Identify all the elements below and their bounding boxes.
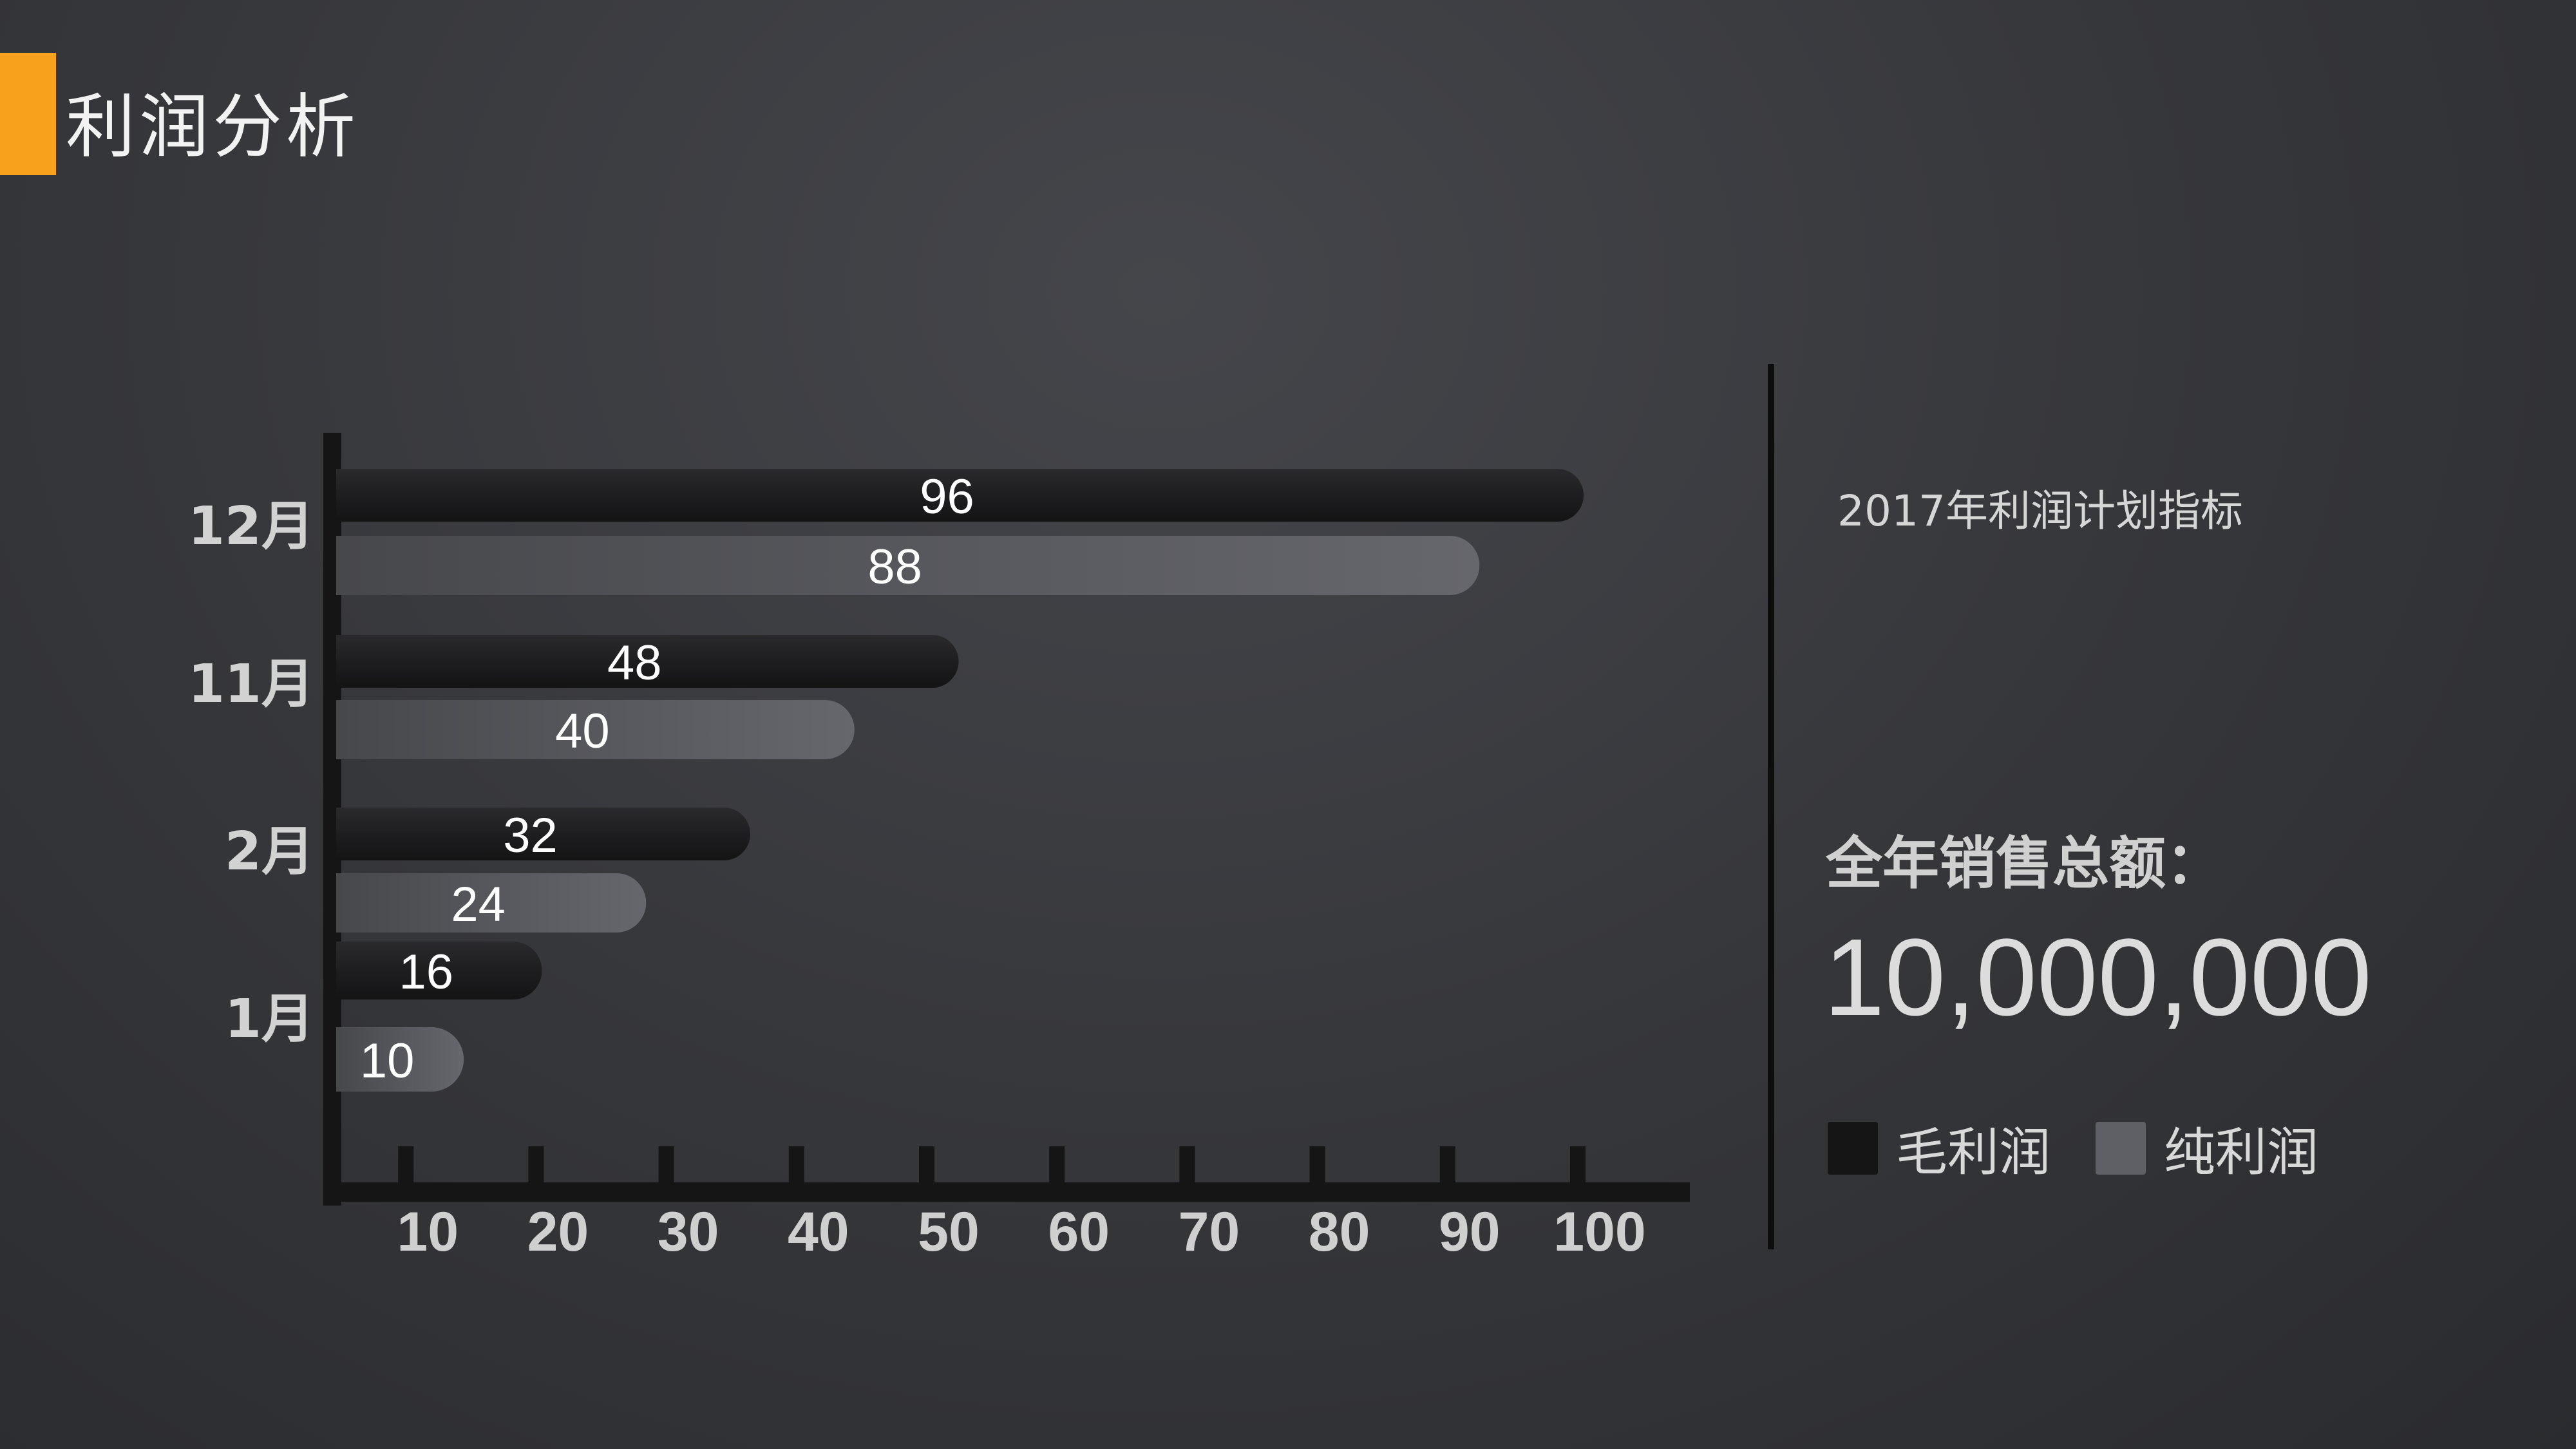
bar-gross-profit (336, 635, 959, 688)
panel-divider (1768, 364, 1774, 1249)
y-category-label: 1月 (225, 989, 314, 1050)
bar-gross-profit (336, 942, 542, 999)
bar-gross-profit (336, 808, 751, 860)
legend-item-gross: 毛利润 (1828, 1111, 2050, 1186)
legend-swatch-gross (1828, 1122, 1878, 1175)
x-tick-label: 20 (527, 1201, 589, 1263)
bar-net-profit (336, 536, 1480, 595)
legend-swatch-net (2096, 1122, 2146, 1175)
bar-value-label: 24 (451, 877, 506, 932)
legend-label-net: 纯利润 (2164, 1122, 2318, 1182)
bar-value-label: 40 (555, 704, 610, 759)
bar-value-label: 16 (399, 945, 453, 999)
x-tick-mark (1570, 1146, 1586, 1186)
x-tick-label: 40 (788, 1201, 849, 1263)
x-tick-mark (398, 1146, 414, 1186)
x-tick-label: 50 (918, 1201, 980, 1263)
legend-label-gross: 毛利润 (1896, 1122, 2050, 1182)
bar-value-label: 96 (920, 469, 974, 524)
x-tick-mark (658, 1146, 674, 1186)
x-tick-label: 90 (1439, 1201, 1501, 1263)
y-category-label: 12月 (188, 496, 314, 557)
panel-subtitle: 2017年利润计划指标 (1837, 486, 2243, 536)
total-sales-value: 10,000,000 (1824, 916, 2372, 1039)
x-tick-label: 30 (658, 1201, 719, 1263)
bar-value-label: 10 (360, 1034, 415, 1088)
y-category-label: 11月 (188, 654, 314, 715)
bar-value-label: 48 (607, 636, 662, 690)
x-tick-mark (528, 1146, 544, 1186)
y-category-label: 2月 (225, 821, 314, 882)
x-tick-label: 100 (1553, 1201, 1646, 1263)
legend-item-net: 纯利润 (2096, 1111, 2318, 1186)
x-tick-mark (1439, 1146, 1455, 1186)
bar-net-profit (336, 1027, 464, 1092)
x-tick-mark (1179, 1146, 1195, 1186)
page-title: 利润分析 (66, 87, 360, 167)
bar-value-label: 88 (867, 540, 922, 594)
x-tick-label: 70 (1179, 1201, 1240, 1263)
bar-gross-profit (336, 469, 1584, 522)
x-tick-mark (1049, 1146, 1065, 1186)
title-accent-bar (0, 53, 56, 175)
total-sales-label: 全年销售总额： (1826, 830, 2223, 896)
x-tick-mark (1309, 1146, 1325, 1186)
x-axis-line (323, 1182, 1690, 1202)
x-tick-label: 80 (1309, 1201, 1370, 1263)
chart-legend: 毛利润 纯利润 (1828, 1111, 2363, 1186)
x-tick-mark (919, 1146, 934, 1186)
x-tick-label: 10 (397, 1201, 459, 1263)
profit-bar-chart: 10 20 30 40 50 60 70 80 90 100 12月 96 88 11月 48 40 2月 32 2… (188, 433, 1690, 1263)
bar-net-profit (336, 700, 855, 759)
x-tick-mark (788, 1146, 804, 1186)
bar-value-label: 32 (503, 808, 558, 863)
bar-net-profit (336, 873, 647, 933)
x-tick-label: 60 (1048, 1201, 1110, 1263)
